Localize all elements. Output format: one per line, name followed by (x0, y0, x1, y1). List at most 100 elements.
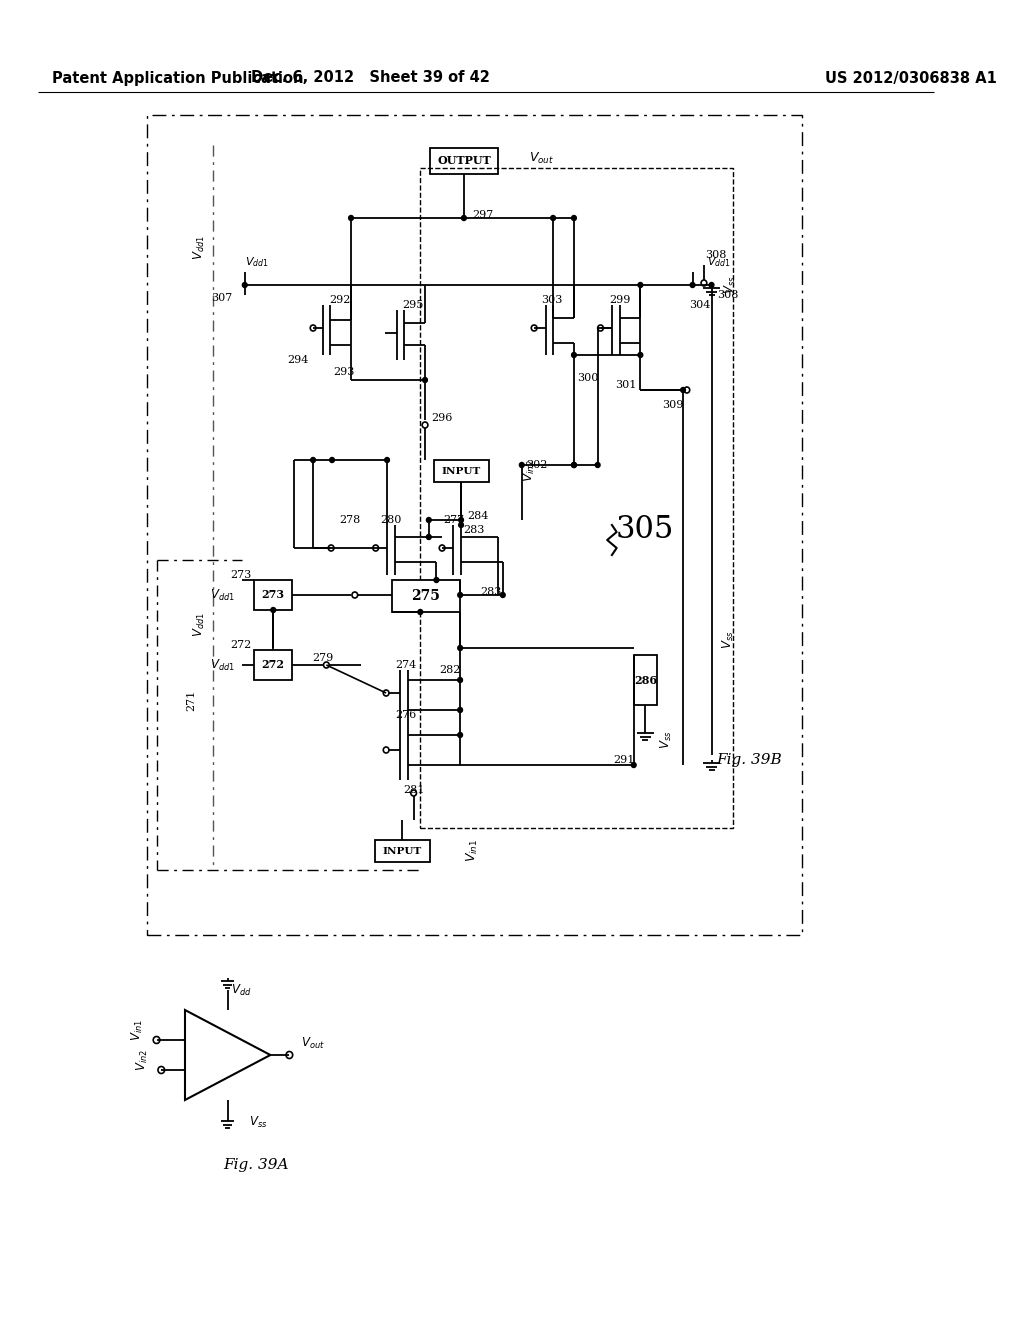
Text: INPUT: INPUT (441, 466, 480, 475)
Bar (420, 168, 733, 828)
Circle shape (571, 462, 577, 467)
Text: $V_{out}$: $V_{out}$ (529, 150, 555, 165)
Text: 301: 301 (615, 380, 637, 389)
Circle shape (458, 733, 463, 738)
Text: 294: 294 (287, 355, 308, 366)
Circle shape (310, 458, 315, 462)
Circle shape (426, 535, 431, 540)
Text: 303: 303 (542, 294, 563, 305)
Circle shape (459, 523, 464, 528)
Circle shape (519, 462, 524, 467)
Text: $V_{in1}$: $V_{in1}$ (465, 838, 480, 862)
Text: 291: 291 (613, 755, 635, 766)
Text: 276: 276 (395, 710, 417, 719)
Text: $V_{dd}$: $V_{dd}$ (231, 982, 252, 998)
Text: 299: 299 (609, 294, 630, 305)
Circle shape (271, 607, 275, 612)
Circle shape (348, 215, 353, 220)
Text: 272: 272 (262, 660, 285, 671)
Circle shape (458, 708, 463, 713)
Text: 284: 284 (467, 511, 488, 521)
Bar (430, 148, 498, 174)
Text: 295: 295 (402, 300, 423, 310)
Text: 293: 293 (334, 367, 355, 378)
Bar (375, 840, 430, 862)
Circle shape (458, 593, 463, 598)
Text: $V_{dd1}$: $V_{dd1}$ (210, 657, 236, 673)
Text: 297: 297 (472, 210, 494, 220)
Bar (254, 649, 292, 680)
Text: 271: 271 (186, 689, 197, 710)
Text: 273: 273 (262, 590, 285, 601)
Text: 272: 272 (230, 640, 252, 649)
Text: 302: 302 (526, 459, 548, 470)
Circle shape (426, 517, 431, 523)
Circle shape (571, 462, 577, 467)
Circle shape (638, 282, 643, 288)
Text: 278: 278 (339, 515, 360, 525)
Text: Fig. 39A: Fig. 39A (223, 1158, 289, 1172)
Text: $V_{out}$: $V_{out}$ (301, 1035, 325, 1051)
Text: $V_{in2}$: $V_{in2}$ (522, 458, 537, 482)
Circle shape (330, 458, 335, 462)
Text: INPUT: INPUT (383, 846, 422, 855)
Bar (392, 579, 460, 612)
Text: $V_{in2}$: $V_{in2}$ (135, 1049, 150, 1071)
Text: 279: 279 (312, 653, 333, 663)
Circle shape (551, 215, 555, 220)
Circle shape (595, 462, 600, 467)
Bar (147, 115, 802, 935)
Text: 277: 277 (443, 515, 464, 525)
Text: 280: 280 (380, 515, 401, 525)
Circle shape (385, 458, 389, 462)
Text: $V_{ss}$: $V_{ss}$ (659, 731, 675, 750)
Circle shape (501, 593, 505, 598)
Text: $V_{dd1}$: $V_{dd1}$ (707, 255, 730, 269)
Circle shape (418, 610, 423, 615)
Text: 283: 283 (464, 525, 485, 535)
Text: $V_{dd1}$: $V_{dd1}$ (210, 587, 236, 602)
Circle shape (710, 282, 714, 288)
Text: Fig. 39B: Fig. 39B (717, 752, 782, 767)
Text: $V_{in1}$: $V_{in1}$ (130, 1019, 145, 1041)
Text: 275: 275 (412, 589, 440, 603)
Circle shape (690, 282, 695, 288)
Text: $V_{ss}$: $V_{ss}$ (721, 631, 736, 649)
Circle shape (434, 578, 438, 582)
Text: Dec. 6, 2012   Sheet 39 of 42: Dec. 6, 2012 Sheet 39 of 42 (251, 70, 489, 86)
Circle shape (243, 282, 247, 288)
Text: Patent Application Publication: Patent Application Publication (52, 70, 304, 86)
Circle shape (462, 215, 466, 220)
Circle shape (423, 378, 427, 383)
Text: 286: 286 (634, 675, 657, 685)
Circle shape (638, 352, 643, 358)
Circle shape (571, 352, 577, 358)
Text: $V_{dd1}$: $V_{dd1}$ (191, 612, 207, 638)
Text: 274: 274 (395, 660, 417, 671)
Text: OUTPUT: OUTPUT (437, 156, 490, 166)
Circle shape (571, 215, 577, 220)
Text: 305: 305 (615, 515, 675, 545)
Text: $V_{ss}$: $V_{ss}$ (249, 1114, 267, 1130)
Circle shape (458, 677, 463, 682)
Text: 273: 273 (230, 570, 252, 579)
Text: $V_{dd1}$: $V_{dd1}$ (191, 235, 207, 260)
Circle shape (459, 517, 464, 523)
Text: 281: 281 (403, 785, 424, 795)
Circle shape (632, 763, 636, 767)
Text: 309: 309 (662, 400, 683, 411)
Text: 304: 304 (689, 300, 711, 310)
Text: 308: 308 (717, 290, 738, 300)
Text: 292: 292 (329, 294, 350, 305)
Circle shape (681, 388, 685, 392)
Circle shape (458, 645, 463, 651)
Text: 307: 307 (211, 293, 232, 304)
Text: 283: 283 (480, 587, 502, 597)
Text: $V_{dd1}$: $V_{dd1}$ (245, 255, 268, 269)
Text: $V_{ss}$: $V_{ss}$ (723, 276, 738, 294)
Bar (433, 459, 488, 482)
Text: 300: 300 (577, 374, 598, 383)
Text: 308: 308 (706, 249, 727, 260)
Bar (634, 655, 657, 705)
Text: US 2012/0306838 A1: US 2012/0306838 A1 (825, 70, 997, 86)
